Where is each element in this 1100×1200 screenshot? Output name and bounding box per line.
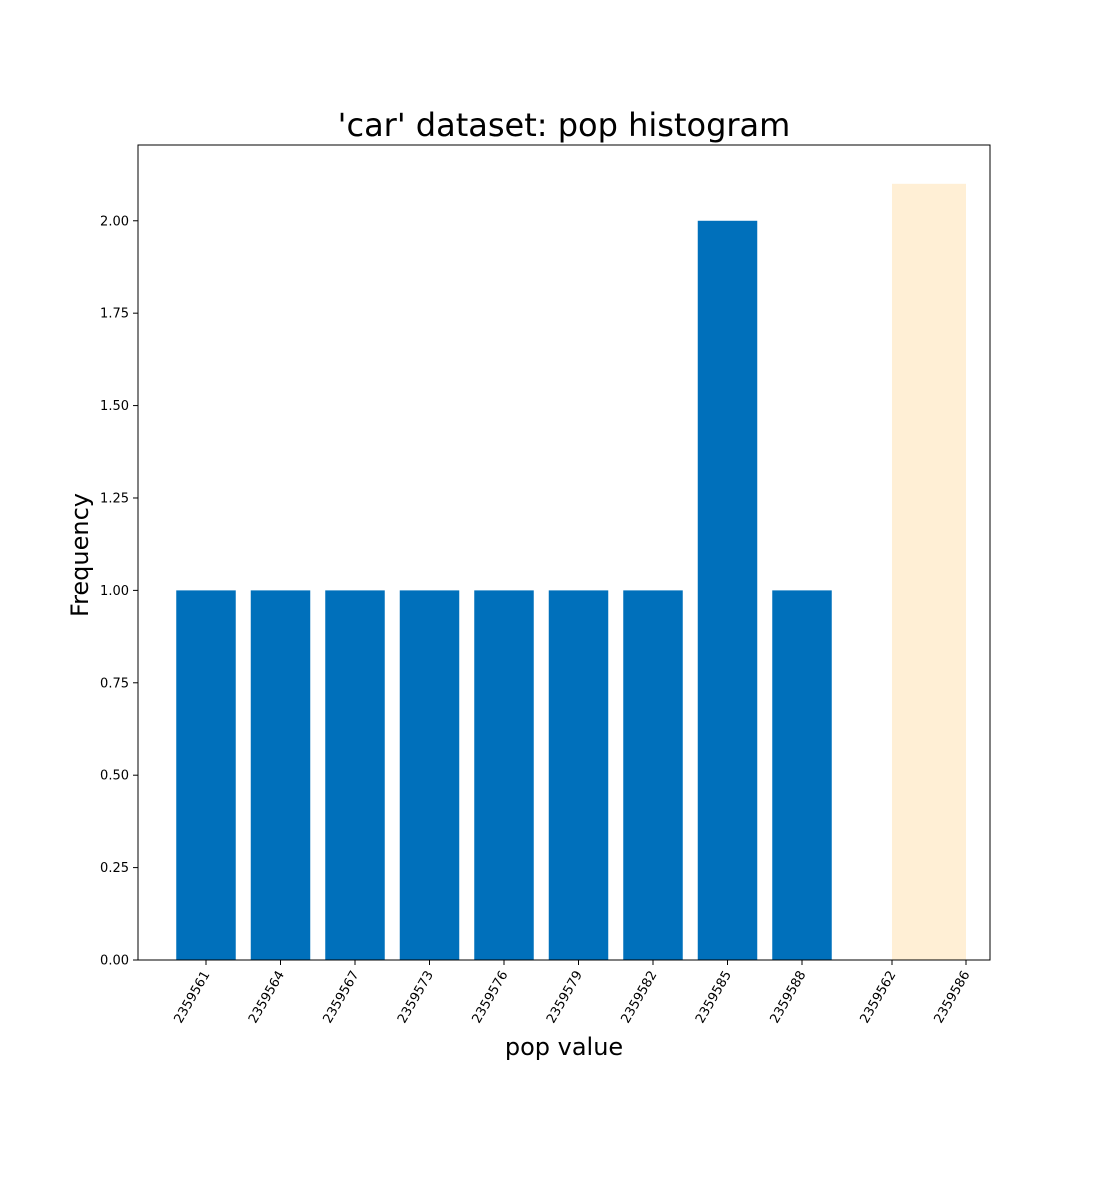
bar (176, 590, 236, 960)
bar (250, 590, 311, 960)
bar (325, 590, 385, 960)
x-tick-label: 2359586 (932, 969, 974, 1027)
x-tick-label: 2359579 (544, 969, 586, 1027)
x-tick-label: 2359582 (619, 969, 661, 1027)
x-tick-label: 2359567 (321, 969, 363, 1027)
x-tick-label: 2359561 (172, 969, 214, 1027)
y-tick-label: 0.75 (100, 676, 129, 691)
y-tick-label: 1.25 (100, 491, 129, 506)
x-tick-label: 2359573 (395, 969, 437, 1027)
bar (474, 590, 534, 960)
y-tick-label: 1.75 (100, 307, 129, 322)
x-tick-label: 2359588 (768, 969, 810, 1027)
plot-area (137, 144, 991, 961)
y-tick-label: 2.00 (100, 214, 129, 229)
bar (548, 590, 609, 960)
y-axis: 0.00 0.25 0.50 0.75 1.00 1.25 1.50 1.75 2.00 (100, 214, 138, 969)
y-tick-label: 0.50 (100, 769, 129, 784)
bar (697, 220, 758, 960)
x-tick-label: 2359564 (246, 969, 288, 1027)
y-tick-label: 1.00 (100, 584, 129, 599)
x-tick-label: 2359576 (470, 969, 512, 1027)
x-tick-label: 2359585 (693, 969, 735, 1027)
bar (772, 590, 832, 960)
bar (399, 590, 460, 960)
y-axis-label: Frequency (66, 493, 94, 617)
y-tick-label: 1.50 (100, 399, 129, 414)
y-tick-label: 0.00 (100, 954, 129, 969)
x-tick-label: 2359562 (858, 969, 900, 1027)
x-axis-label: pop value (505, 1033, 623, 1061)
highlight-span (892, 183, 966, 961)
y-tick-label: 0.25 (100, 861, 129, 876)
x-axis: 2359561 2359564 2359567 2359573 2359576 23595… (172, 960, 974, 1027)
bar (623, 590, 683, 960)
plot-frame (137, 144, 991, 961)
chart-title: 'car' dataset: pop histogram (338, 106, 791, 144)
